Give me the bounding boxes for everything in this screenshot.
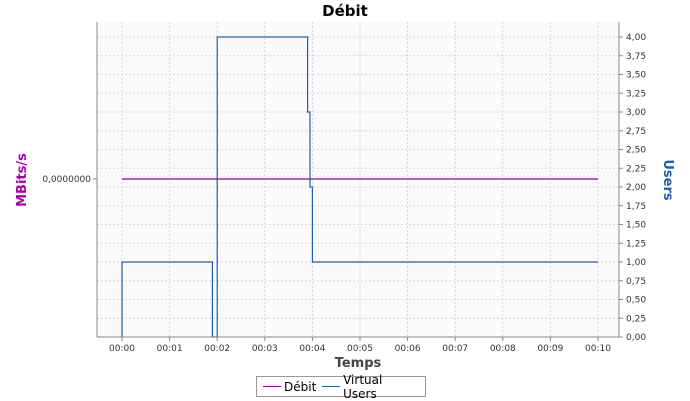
y-right-tick-label: 3,00 [626,108,646,118]
legend-item-virtual-users: Virtual Users [322,373,419,401]
y-right-tick-label: 1,75 [626,202,646,212]
y-left-tick-label: 0,0000000 [42,175,91,185]
y-right-tick-label: 3,25 [626,89,646,99]
y-right-axis-title: Users [660,159,675,201]
x-tick-label: 00:04 [299,344,325,354]
y-right-tick-label: 2,75 [626,127,646,137]
legend-swatch-debit [263,386,281,387]
y-right-tick-label: 3,75 [626,52,646,62]
x-tick-label: 00:09 [537,344,563,354]
x-tick-labels: 00:00 00:01 00:02 00:03 00:04 00:05 00:06 00:07… [109,337,611,354]
y-right-tick-label: 2,50 [626,146,646,156]
y-right-tick-labels: 0,00 0,25 0,50 0,75 1,00 1,25 1,50 1,75 2,00 2,25… [619,33,646,343]
y-right-tick-label: 2,25 [626,164,646,174]
legend-item-debit: Débit [263,380,316,394]
x-tick-label: 00:01 [157,344,183,354]
series-layer [121,36,598,338]
y-right-tick-label: 1,50 [626,221,646,231]
y-right-tick-label: 0,75 [626,277,646,287]
y-right-tick-label: 1,25 [626,239,646,249]
legend-label-debit: Débit [284,379,317,394]
y-right-tick-label: 3,50 [626,71,646,81]
y-right-tick-label: 1,00 [626,258,646,268]
y-right-tick-label: 0,00 [626,333,646,343]
x-tick-label: 00:06 [395,344,421,354]
chart-title: Débit [322,2,368,20]
y-right-tick-label: 2,00 [626,183,646,193]
x-tick-label: 00:03 [252,344,278,354]
legend-swatch-virtual-users [322,386,341,387]
y-right-tick-label: 0,25 [626,314,646,324]
x-tick-label: 00:07 [442,344,468,354]
x-tick-label: 00:00 [109,344,135,354]
y-left-tick-labels: 0,0000000 [42,175,97,185]
legend: Débit Virtual Users [256,373,426,401]
x-tick-label: 00:02 [204,344,230,354]
legend-label-virtual-users: Virtual Users [343,372,383,401]
x-axis-title: Temps [335,356,382,371]
x-tick-label: 00:10 [585,344,611,354]
x-tick-label: 00:08 [490,344,516,354]
y-right-tick-label: 0,50 [626,296,646,306]
series-line-virtual-users [121,36,598,338]
x-tick-label: 00:05 [347,344,373,354]
y-left-axis-title: MBits/s [15,153,30,207]
y-right-tick-label: 4,00 [626,33,646,43]
